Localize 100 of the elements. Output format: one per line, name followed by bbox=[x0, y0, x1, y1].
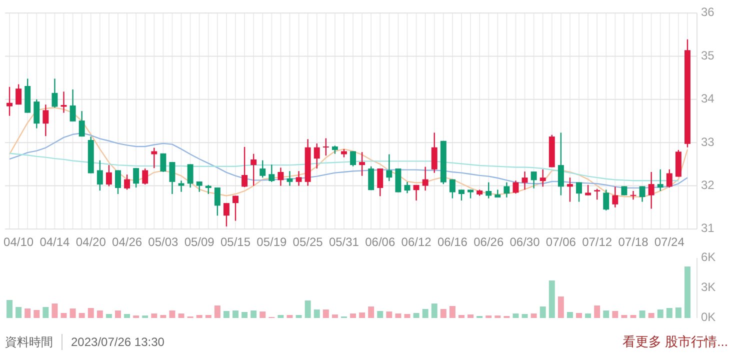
bar bbox=[468, 314, 474, 318]
bar bbox=[431, 304, 438, 318]
y-tick-label: 3K bbox=[701, 280, 716, 294]
bar bbox=[585, 314, 592, 318]
bar bbox=[205, 315, 212, 318]
candlestick bbox=[422, 166, 428, 192]
bar bbox=[332, 314, 338, 318]
bar bbox=[684, 266, 690, 318]
bar bbox=[322, 310, 329, 318]
candlestick bbox=[359, 152, 366, 176]
candlestick bbox=[449, 178, 456, 199]
y-tick-label: 33 bbox=[701, 134, 715, 149]
bar bbox=[413, 313, 420, 318]
y-tick-label: 35 bbox=[701, 48, 715, 62]
candlestick bbox=[648, 171, 654, 210]
bar bbox=[603, 310, 610, 318]
x-tick-label: 05/19 bbox=[256, 235, 288, 249]
y-tick-label: 34 bbox=[701, 92, 715, 106]
bar bbox=[512, 314, 519, 318]
candlestick bbox=[377, 168, 384, 197]
candlestick bbox=[286, 170, 293, 186]
bar bbox=[286, 315, 293, 318]
bar bbox=[540, 306, 546, 318]
bar bbox=[377, 311, 384, 318]
bar bbox=[124, 314, 130, 318]
bar bbox=[350, 314, 356, 318]
candlestick bbox=[42, 104, 49, 137]
bar bbox=[395, 314, 402, 318]
candlestick bbox=[106, 164, 112, 187]
candlestick bbox=[187, 164, 194, 188]
x-tick-label: 04/10 bbox=[4, 235, 34, 249]
bar bbox=[151, 314, 158, 318]
bar bbox=[368, 306, 374, 318]
bar bbox=[160, 315, 166, 318]
text: 資料時間 bbox=[5, 335, 53, 349]
candlestick bbox=[594, 188, 600, 200]
bar bbox=[223, 311, 230, 318]
candlestick bbox=[115, 170, 121, 195]
candlestick bbox=[666, 168, 672, 188]
candlestick bbox=[386, 154, 392, 182]
y-tick-label: 36 bbox=[701, 5, 715, 20]
bar bbox=[314, 310, 320, 318]
bar bbox=[594, 306, 600, 318]
bar bbox=[6, 300, 13, 318]
candlestick bbox=[214, 186, 220, 216]
x-tick-label: 04/26 bbox=[112, 235, 142, 249]
x-tick-label: 05/31 bbox=[328, 235, 360, 249]
y-tick-label: 6K bbox=[701, 250, 716, 264]
bar bbox=[42, 307, 49, 318]
x-tick-label: 06/12 bbox=[401, 235, 432, 249]
bar bbox=[404, 314, 410, 318]
bar bbox=[24, 308, 31, 318]
candlestick bbox=[178, 180, 184, 192]
candlestick bbox=[431, 132, 438, 174]
bar bbox=[566, 312, 573, 318]
candlestick bbox=[404, 181, 410, 194]
candlestick bbox=[70, 88, 76, 122]
bar bbox=[16, 307, 22, 318]
candlestick bbox=[395, 168, 402, 193]
candlestick bbox=[242, 146, 248, 188]
candlestick bbox=[530, 170, 537, 189]
candlestick bbox=[612, 186, 618, 208]
x-tick-label: 05/09 bbox=[184, 235, 215, 249]
candlestick bbox=[169, 161, 176, 195]
text: 看更多 股市行情... bbox=[622, 334, 728, 349]
x-tick-label: 06/30 bbox=[510, 235, 540, 249]
candlestick bbox=[540, 168, 546, 188]
text: 2023/07/26 13:30 bbox=[71, 335, 165, 349]
candlestick bbox=[630, 190, 636, 200]
bar bbox=[612, 311, 618, 318]
bar bbox=[70, 308, 76, 318]
bar bbox=[178, 314, 184, 318]
bar bbox=[675, 308, 682, 318]
bar bbox=[621, 315, 628, 318]
bar bbox=[558, 296, 564, 318]
candlestick bbox=[160, 152, 166, 173]
candlestick bbox=[576, 182, 582, 202]
bar bbox=[630, 315, 636, 318]
bar bbox=[666, 308, 672, 318]
bar bbox=[169, 310, 176, 318]
candlestick bbox=[504, 182, 510, 198]
candlestick bbox=[232, 195, 238, 222]
candlestick bbox=[142, 168, 148, 186]
candlestick bbox=[205, 184, 212, 195]
candlestick bbox=[566, 176, 573, 202]
bar bbox=[88, 308, 94, 318]
candlestick bbox=[603, 189, 610, 212]
candlestick bbox=[124, 174, 130, 190]
candlestick bbox=[368, 166, 374, 191]
bar bbox=[52, 304, 58, 318]
candlestick bbox=[350, 150, 356, 167]
candlestick bbox=[151, 147, 158, 169]
candlestick bbox=[6, 86, 13, 116]
bar bbox=[648, 313, 654, 318]
bar bbox=[34, 310, 40, 318]
candlestick bbox=[250, 153, 257, 186]
candlestick bbox=[585, 184, 592, 196]
y-tick-label: 0K bbox=[701, 310, 716, 324]
candlestick bbox=[52, 78, 58, 108]
x-tick-label: 06/06 bbox=[365, 235, 396, 249]
